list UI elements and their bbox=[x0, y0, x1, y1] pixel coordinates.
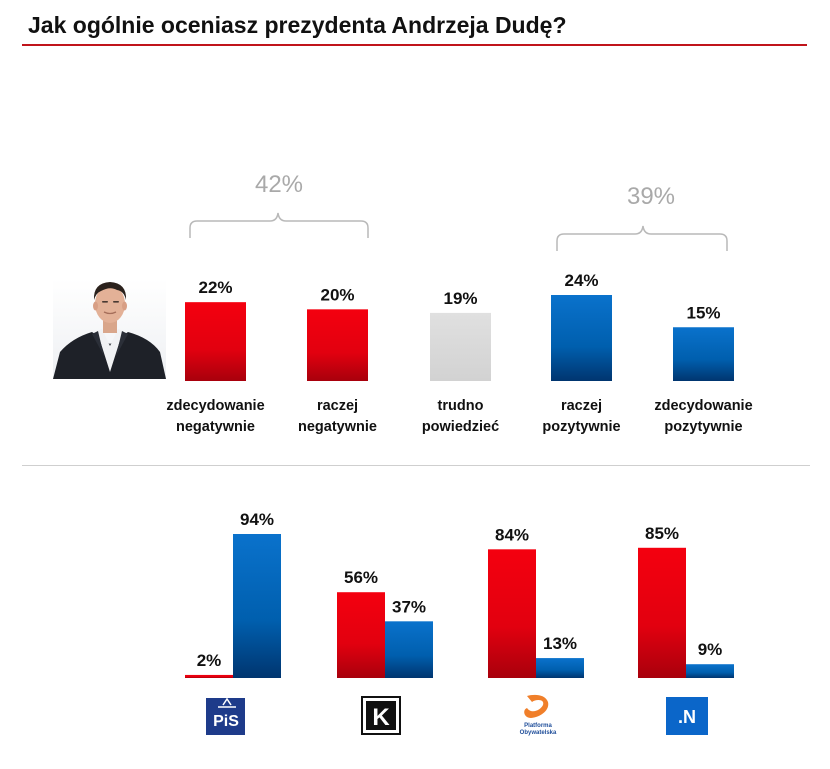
kukiz-logo: K bbox=[361, 696, 401, 735]
bar-rating-1 bbox=[185, 302, 246, 381]
page-title: Jak ogólnie oceniasz prezydenta Andrzeja… bbox=[28, 12, 567, 38]
bar-party-4-positive bbox=[686, 664, 734, 678]
category-label-rating-5: zdecydowanie pozytywnie bbox=[654, 398, 752, 435]
nowoczesna-logo: .N bbox=[666, 697, 708, 735]
kukiz-logo-text: K bbox=[372, 704, 390, 731]
nowoczesna-logo-text: .N bbox=[678, 707, 696, 727]
title-rule bbox=[22, 44, 807, 46]
bar-party-3-negative bbox=[488, 549, 536, 678]
bar-party-4-negative bbox=[638, 547, 686, 678]
category-label-rating-4: raczej pozytywnie bbox=[542, 398, 620, 435]
po-logo-line2: Obywatelska bbox=[520, 730, 557, 736]
top-chart: 22% zdecydowanie negatywnie 20% raczej negaty… bbox=[166, 271, 752, 435]
group-label-negative: 42% bbox=[255, 171, 303, 198]
pis-logo: PiS bbox=[206, 697, 245, 735]
po-logo-line1: Platforma bbox=[524, 723, 552, 729]
value-label-rating-1: 22% bbox=[198, 278, 232, 297]
value-label-party-1-negative: 2% bbox=[197, 651, 222, 670]
group-bracket-positive: 39% bbox=[556, 183, 728, 251]
value-label-rating-3: 19% bbox=[443, 289, 477, 308]
bar-party-2-negative bbox=[337, 592, 385, 678]
category-label-rating-1: zdecydowanie negatywnie bbox=[166, 398, 264, 435]
bar-party-1-negative bbox=[185, 674, 233, 678]
group-label-positive: 39% bbox=[627, 183, 675, 210]
value-label-party-1-positive: 94% bbox=[240, 510, 274, 529]
value-label-party-4-negative: 85% bbox=[645, 524, 679, 543]
bar-rating-4 bbox=[551, 295, 612, 381]
value-label-rating-4: 24% bbox=[564, 271, 598, 290]
politician-portrait bbox=[53, 279, 166, 379]
section-divider bbox=[22, 465, 810, 466]
pis-logo-text: PiS bbox=[213, 713, 239, 730]
bar-rating-2 bbox=[307, 309, 368, 381]
po-logo: Platforma Obywatelska bbox=[520, 694, 557, 736]
party-chart: 2% 94% 56% 37% 84% 13% 85% 9% bbox=[185, 510, 734, 678]
bar-party-1-positive bbox=[233, 534, 281, 678]
value-label-party-4-positive: 9% bbox=[698, 640, 723, 659]
group-bracket-negative: 42% bbox=[189, 171, 369, 238]
value-label-rating-5: 15% bbox=[686, 303, 720, 322]
value-label-party-2-positive: 37% bbox=[392, 597, 426, 616]
bar-rating-3 bbox=[430, 312, 491, 381]
value-label-party-3-negative: 84% bbox=[495, 525, 529, 544]
value-label-rating-2: 20% bbox=[320, 285, 354, 304]
bar-party-3-positive bbox=[536, 658, 584, 678]
category-label-rating-3: trudno powiedzieć bbox=[422, 398, 499, 435]
bar-rating-5 bbox=[673, 327, 734, 381]
bar-party-2-positive bbox=[385, 621, 433, 678]
category-label-rating-2: raczej negatywnie bbox=[298, 398, 377, 435]
value-label-party-3-positive: 13% bbox=[543, 634, 577, 653]
value-label-party-2-negative: 56% bbox=[344, 568, 378, 587]
